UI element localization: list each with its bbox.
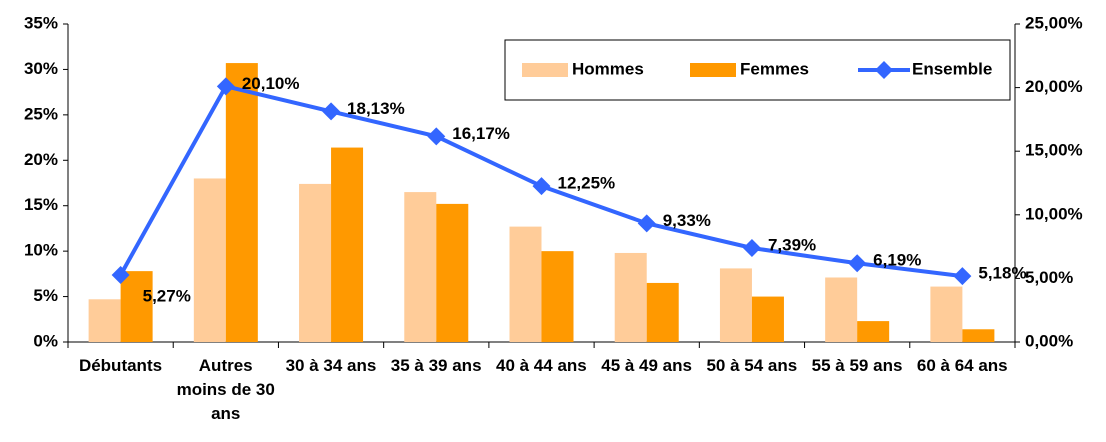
bar bbox=[120, 271, 153, 342]
x-tick-label: 30 à 34 ans bbox=[285, 356, 377, 375]
bar bbox=[825, 277, 858, 342]
legend-swatch bbox=[522, 63, 568, 77]
y2-tick-label: 15,00% bbox=[1025, 141, 1083, 160]
line-marker bbox=[742, 238, 761, 257]
y2-tick-label: 20,00% bbox=[1025, 77, 1083, 96]
y-tick-label: 5% bbox=[33, 286, 58, 305]
bar bbox=[404, 192, 437, 342]
x-tick-label: Autres moins de 30 ans bbox=[176, 356, 275, 423]
bar bbox=[509, 226, 542, 342]
data-label: 9,33% bbox=[663, 211, 711, 230]
legend-label: Femmes bbox=[740, 59, 809, 78]
bar bbox=[614, 252, 647, 342]
bar bbox=[436, 203, 469, 342]
x-tick-label: 60 à 64 ans bbox=[916, 356, 1008, 375]
data-label: 18,13% bbox=[347, 99, 405, 118]
line-marker bbox=[637, 214, 656, 233]
y2-tick-label: 0,00% bbox=[1025, 331, 1073, 350]
bar bbox=[962, 329, 995, 342]
legend-label: Hommes bbox=[572, 59, 644, 78]
x-tick-label: 35 à 39 ans bbox=[390, 356, 482, 375]
y-tick-label: 20% bbox=[24, 150, 58, 169]
line-marker bbox=[216, 77, 235, 96]
y-tick-label: 0% bbox=[33, 331, 58, 350]
y-tick-label: 15% bbox=[24, 195, 58, 214]
x-tick-label: 45 à 49 ans bbox=[601, 356, 692, 375]
bar bbox=[193, 178, 226, 342]
bar bbox=[751, 296, 784, 342]
y-tick-label: 25% bbox=[24, 104, 58, 123]
x-tick-label: 50 à 54 ans bbox=[706, 356, 798, 375]
bar bbox=[331, 147, 364, 342]
line-marker bbox=[848, 254, 867, 273]
bar bbox=[225, 63, 258, 342]
bar bbox=[88, 299, 121, 342]
data-label: 7,39% bbox=[768, 235, 816, 254]
legend-marker bbox=[875, 61, 893, 79]
line-marker bbox=[953, 267, 972, 286]
bar bbox=[299, 183, 332, 342]
bar bbox=[930, 286, 963, 342]
bar bbox=[541, 251, 574, 342]
line-marker bbox=[532, 177, 551, 196]
bar bbox=[857, 321, 890, 342]
legend-box bbox=[504, 39, 1011, 101]
y-tick-label: 35% bbox=[24, 13, 58, 32]
x-tick-label: Débutants bbox=[78, 356, 163, 375]
data-label: 16,17% bbox=[452, 124, 510, 143]
data-label: 5,18% bbox=[978, 264, 1026, 283]
data-label: 6,19% bbox=[873, 251, 921, 270]
data-label: 5,27% bbox=[143, 286, 191, 305]
y-tick-label: 30% bbox=[24, 59, 58, 78]
legend-label: Ensemble bbox=[912, 59, 992, 78]
bar bbox=[646, 282, 679, 342]
line-marker bbox=[111, 265, 130, 284]
legend: Hommes Femmes Ensemble bbox=[504, 39, 1011, 101]
x-tick-label: 40 à 44 ans bbox=[496, 356, 587, 375]
data-label: 12,25% bbox=[558, 174, 616, 193]
bar bbox=[719, 268, 752, 342]
y2-tick-label: 10,00% bbox=[1025, 204, 1083, 223]
line-marker bbox=[322, 102, 341, 121]
legend-swatch bbox=[690, 63, 736, 77]
y-tick-label: 10% bbox=[24, 241, 58, 260]
y2-tick-label: 25,00% bbox=[1025, 13, 1083, 32]
data-label: 20,10% bbox=[242, 74, 300, 93]
y2-tick-label: 5,00% bbox=[1025, 268, 1073, 287]
x-tick-label: 55 à 59 ans bbox=[811, 356, 903, 375]
line-marker bbox=[427, 127, 446, 146]
